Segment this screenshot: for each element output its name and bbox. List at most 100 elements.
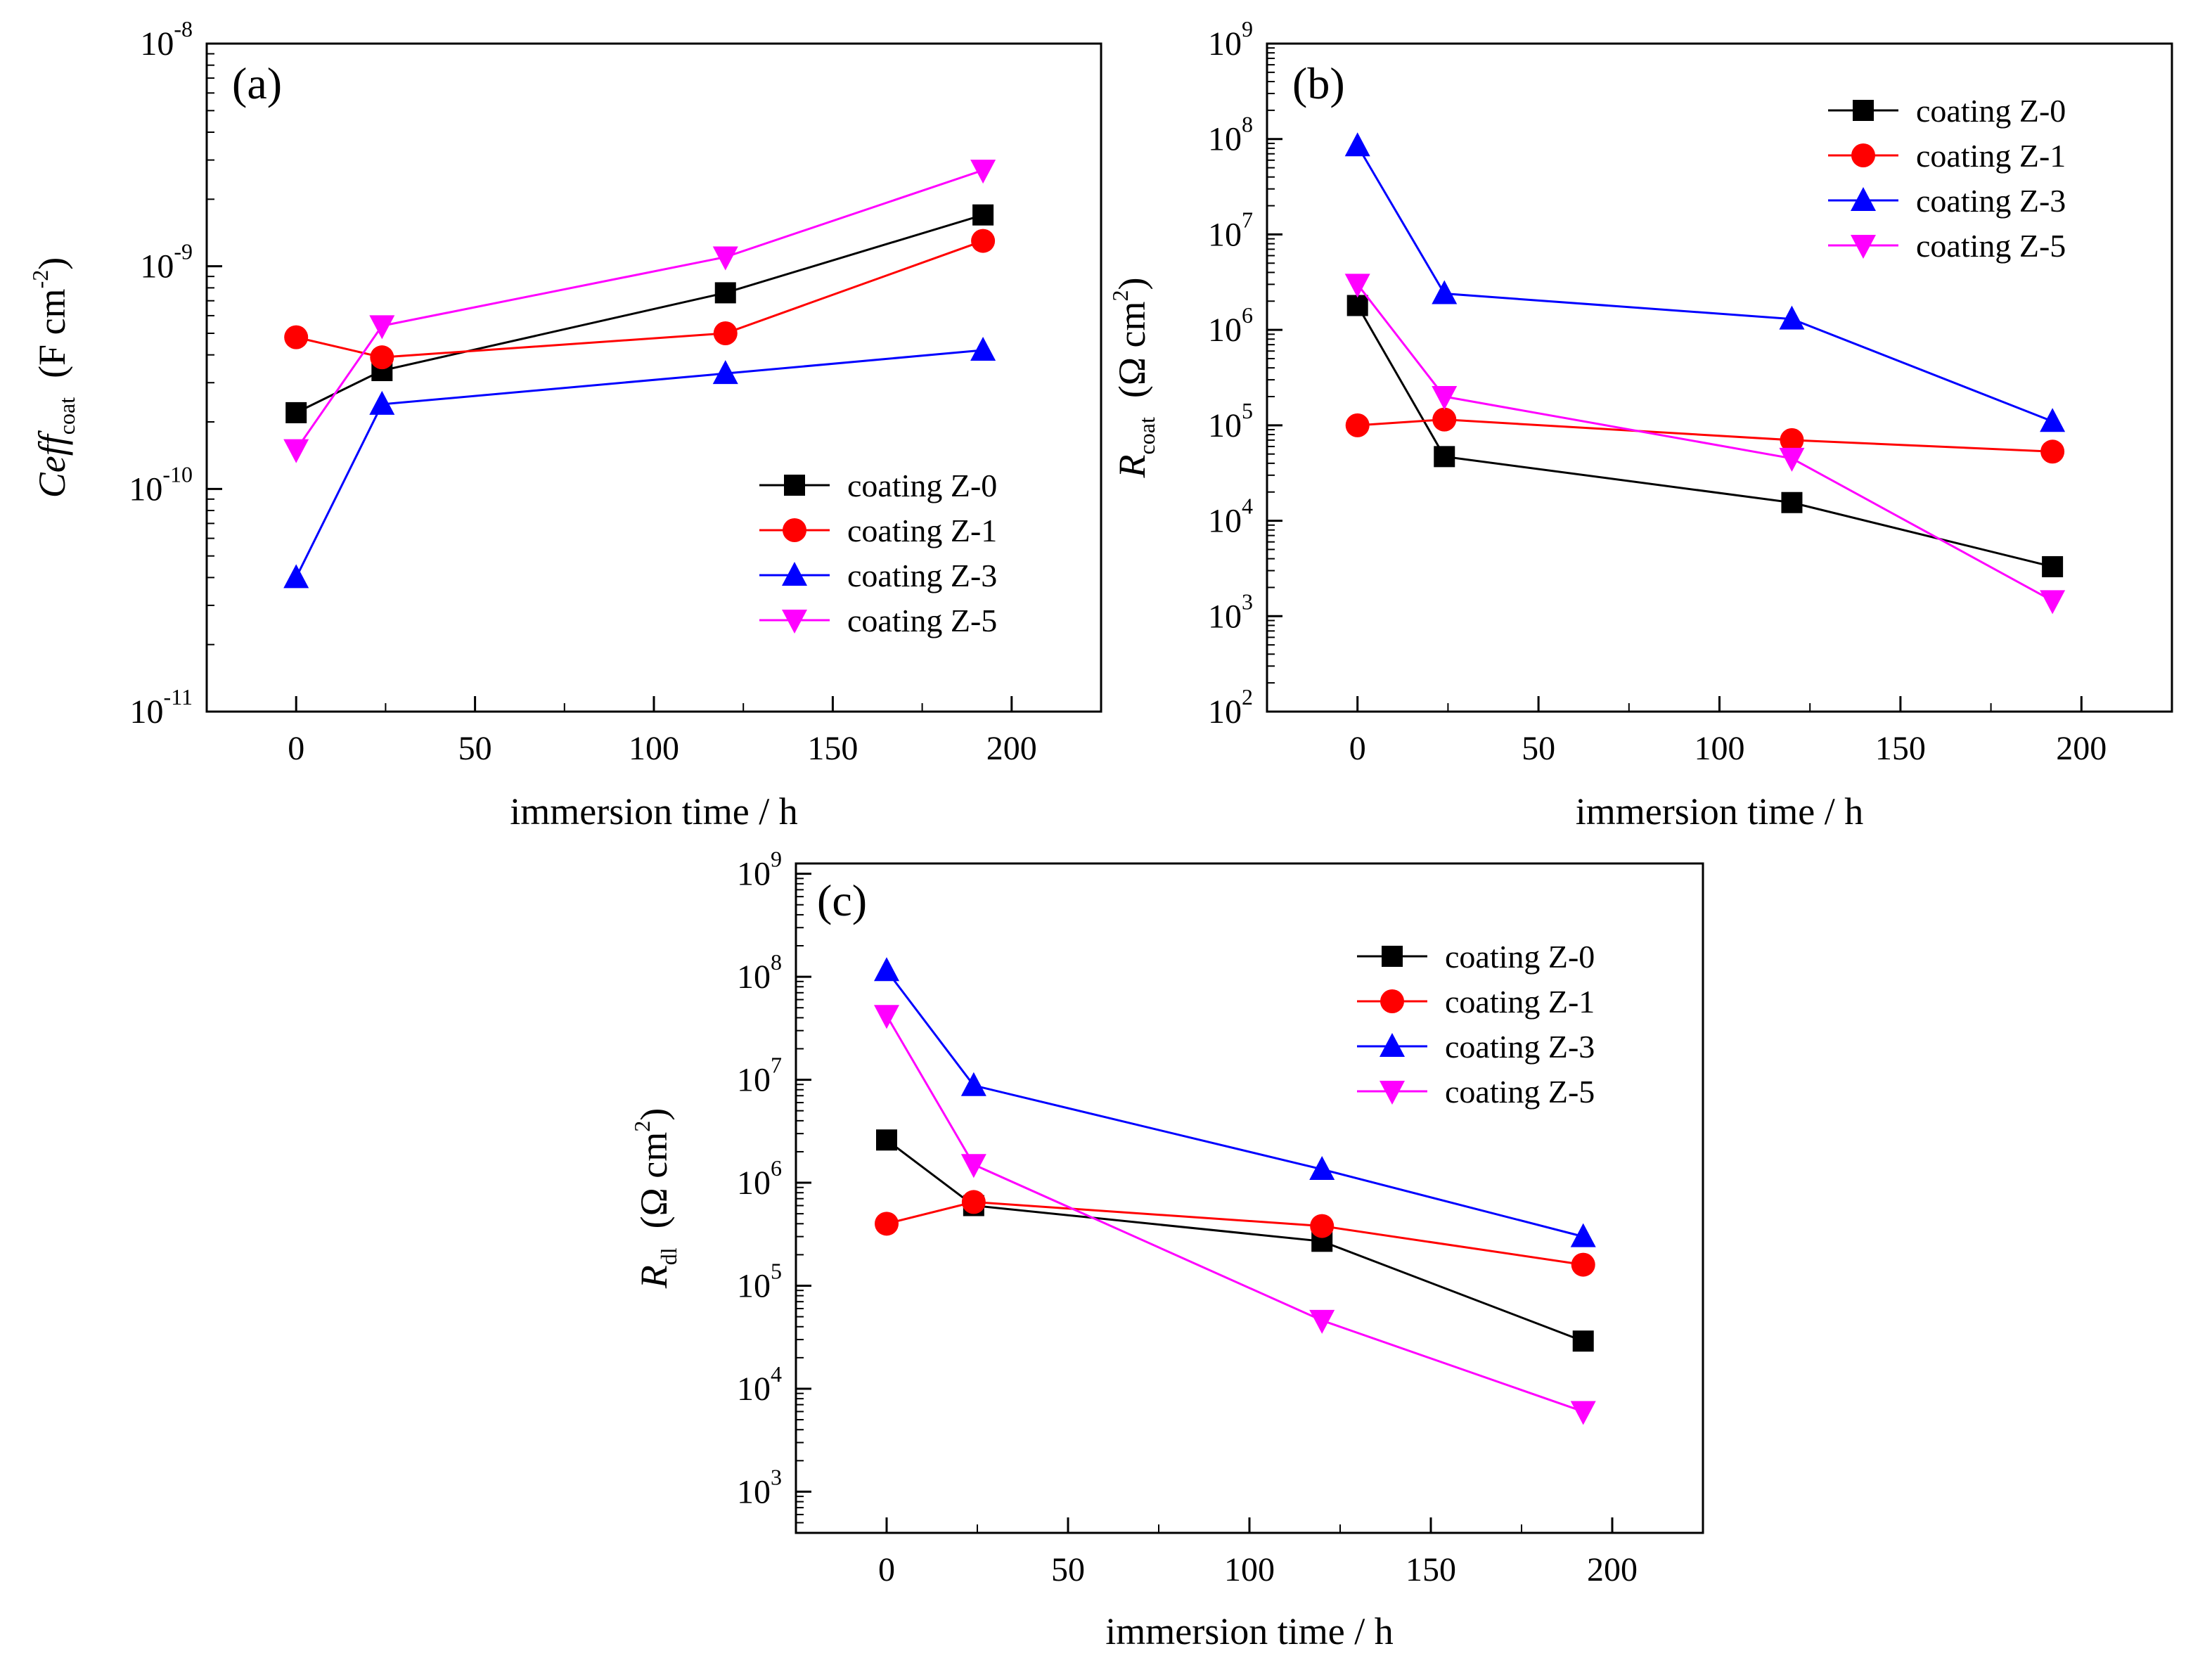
chart-c: 0 50 100 150 200 103 104 105 106 107 108 109 (c) imme… <box>629 847 1704 1652</box>
legend-a: coating Z-0 coating Z-1 coating Z-3 coating… <box>759 468 997 638</box>
data-point <box>1570 1223 1596 1247</box>
series-a-1 <box>284 229 996 370</box>
legend-label: coating Z-1 <box>1445 984 1595 1020</box>
data-point <box>1345 413 1370 437</box>
x-axis-title: immersion time / h <box>1105 1610 1393 1652</box>
data-point <box>2040 590 2066 615</box>
series-c-2 <box>874 957 1596 1247</box>
series-a-3 <box>283 160 996 463</box>
y-tick-label: 105 <box>737 1258 782 1304</box>
legend-label: coating Z-0 <box>1445 939 1595 975</box>
data-point <box>369 390 395 415</box>
series-line <box>295 349 984 579</box>
series-line <box>295 214 984 414</box>
series-line <box>886 1139 1584 1342</box>
legend-label: coating Z-5 <box>847 603 997 638</box>
legend-label: coating Z-0 <box>1916 93 2066 129</box>
series-c-1 <box>875 1190 1595 1277</box>
legend-marker <box>1851 143 1875 167</box>
series-b-1 <box>1345 407 2065 464</box>
panel-label: (b) <box>1292 58 1345 108</box>
series-line <box>1357 418 2053 453</box>
legend-marker <box>1380 989 1404 1013</box>
legend-label: coating Z-3 <box>1445 1029 1595 1065</box>
x-tick-label: 0 <box>288 730 304 767</box>
data-point <box>369 315 395 340</box>
legend-marker <box>782 610 807 634</box>
data-point <box>1572 1330 1594 1352</box>
legend-marker <box>1853 100 1874 121</box>
data-point <box>1344 132 1370 157</box>
x-tick-label: 200 <box>2056 730 2107 767</box>
data-point <box>283 439 309 463</box>
y-tick-label: 106 <box>1208 302 1253 349</box>
series-line <box>1356 304 2053 568</box>
y-axis-title: Ceffcoat (F cm-2) <box>27 257 79 498</box>
legend-label: coating Z-1 <box>1916 138 2066 174</box>
data-point <box>2042 555 2064 577</box>
y-axis-title: Rcoat (Ω cm2) <box>1107 278 1159 479</box>
legend-label: coating Z-5 <box>1916 228 2066 264</box>
x-tick-label: 50 <box>458 730 492 767</box>
data-point <box>712 246 738 271</box>
legend-marker <box>782 562 807 586</box>
y-tick-label: 102 <box>1208 684 1253 731</box>
series-line <box>885 970 1584 1238</box>
data-point <box>972 204 994 226</box>
legend-marker <box>1380 1033 1405 1057</box>
legend-marker <box>1382 946 1403 967</box>
data-point <box>712 360 738 385</box>
data-point <box>970 160 996 184</box>
data-point <box>876 1129 897 1151</box>
data-point <box>284 325 309 349</box>
x-tick-label: 50 <box>1522 730 1555 767</box>
data-point <box>874 1005 899 1029</box>
legend-label: coating Z-0 <box>847 468 997 503</box>
x-tick-label: 200 <box>986 730 1037 767</box>
data-point <box>285 402 307 423</box>
legend-c: coating Z-0 coating Z-1 coating Z-3 coating… <box>1357 939 1595 1110</box>
data-point <box>370 345 394 370</box>
y-tick-label: 107 <box>737 1053 782 1099</box>
data-point <box>2040 439 2065 464</box>
y-tick-label: 104 <box>737 1361 782 1408</box>
legend-label: coating Z-1 <box>847 513 997 548</box>
data-point <box>2040 408 2066 432</box>
legend-marker <box>1380 1081 1405 1105</box>
y-tick-label: 109 <box>737 847 782 893</box>
x-tick-label: 100 <box>629 730 679 767</box>
x-tick-label: 100 <box>1224 1551 1275 1588</box>
y-tick-label: 108 <box>737 949 782 996</box>
x-tick-label: 200 <box>1587 1551 1638 1588</box>
y-axis-title: Rdl (Ω cm2) <box>629 1108 681 1289</box>
y-tick-label: 10-9 <box>140 239 193 285</box>
x-tick-label: 150 <box>807 730 858 767</box>
legend-marker <box>783 518 806 542</box>
series-a-2 <box>283 336 996 589</box>
y-tick-label: 10-8 <box>140 16 193 63</box>
data-point <box>1570 1401 1596 1425</box>
data-point <box>713 321 738 345</box>
data-point <box>960 1154 986 1178</box>
data-point <box>874 957 899 982</box>
series-line <box>1356 145 2053 423</box>
data-point <box>1432 386 1458 411</box>
panel-label: (c) <box>817 875 867 925</box>
data-point <box>1434 446 1455 468</box>
series-c-3 <box>874 1005 1596 1425</box>
data-point <box>1780 428 1804 452</box>
x-tick-label: 150 <box>1875 730 1926 767</box>
data-point <box>1309 1309 1335 1334</box>
chart-a: 0 50 100 150 200 10-11 10-10 10-9 10-8 (a) immersi… <box>27 16 1102 833</box>
y-tick-label: 109 <box>1208 16 1253 63</box>
data-point <box>1432 280 1458 304</box>
legend-marker <box>1851 235 1876 259</box>
x-tick-label: 150 <box>1406 1551 1456 1588</box>
data-point <box>961 1190 986 1214</box>
series-line <box>886 1200 1583 1266</box>
series-a-0 <box>285 204 994 423</box>
y-tick-label: 10-11 <box>130 684 193 731</box>
series-b-3 <box>1344 274 2066 615</box>
y-tick-label: 104 <box>1208 494 1253 540</box>
